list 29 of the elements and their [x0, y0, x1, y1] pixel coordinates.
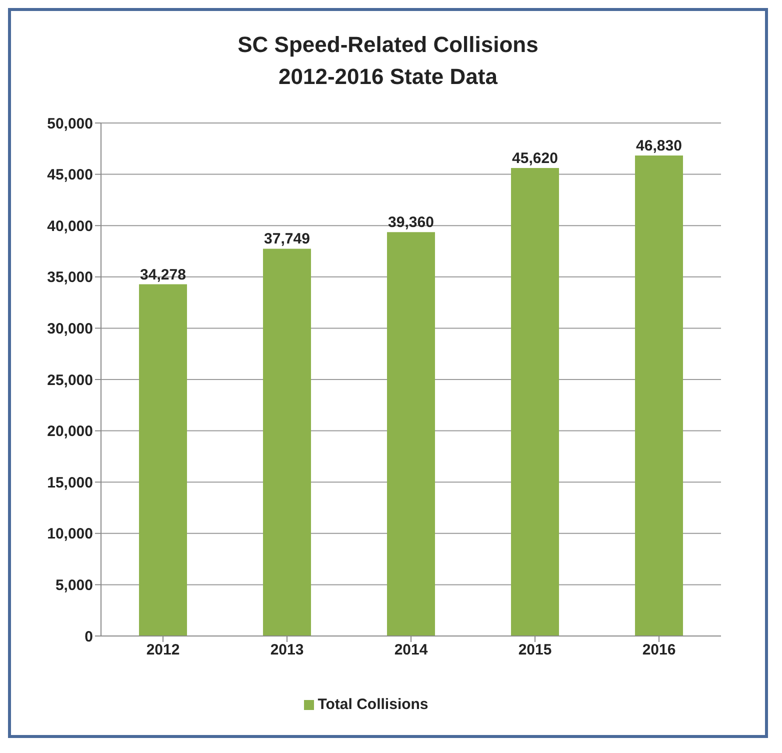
x-tick-label: 2016 [642, 642, 676, 659]
data-label: 37,749 [264, 230, 310, 248]
y-tick-label: 35,000 [47, 269, 93, 286]
data-label: 39,360 [388, 214, 434, 232]
y-tick-label: 45,000 [47, 166, 93, 184]
bar [139, 284, 187, 636]
data-label: 34,278 [140, 266, 186, 284]
y-tick-label: 25,000 [47, 372, 93, 389]
bar [511, 168, 559, 636]
y-tick-label: 20,000 [47, 423, 93, 440]
bar [387, 232, 435, 636]
chart-subtitle: 2012-2016 State Data [278, 63, 499, 91]
y-tick-label: 0 [84, 628, 93, 646]
x-tick-label: 2012 [146, 642, 180, 659]
chart-title: SC Speed-Related Collisions [236, 31, 540, 59]
y-tick-label: 10,000 [47, 526, 93, 543]
x-tick-label: 2015 [518, 642, 552, 659]
y-tick-label: 30,000 [47, 320, 93, 338]
y-tick-label: 40,000 [47, 218, 93, 235]
data-label: 45,620 [512, 150, 558, 167]
x-tick-label: 2014 [394, 642, 428, 659]
bar [263, 248, 311, 636]
data-label: 46,830 [636, 138, 682, 155]
y-tick-label: 5,000 [55, 577, 93, 594]
y-tick-label: 15,000 [47, 474, 93, 492]
bar [635, 156, 683, 636]
y-tick-label: 50,000 [47, 115, 93, 132]
x-tick-label: 2013 [270, 642, 304, 659]
legend-label: Total Collisions [318, 696, 428, 713]
